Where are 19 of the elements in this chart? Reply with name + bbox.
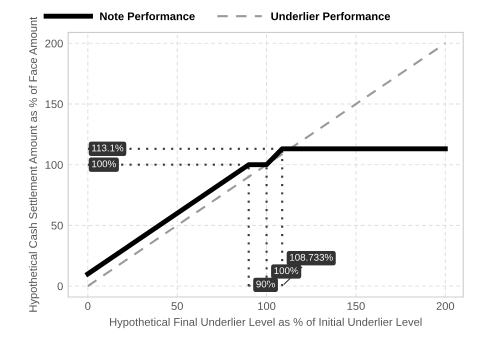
y-tick-label: 0	[58, 282, 63, 290]
ref-line-label: 100%	[92, 160, 116, 168]
y-tick-label: 100	[46, 160, 63, 169]
legend-label: Note Performance	[100, 12, 195, 20]
ref-line-label: 90%	[256, 280, 275, 288]
x-tick-label: 200	[436, 302, 454, 310]
legend-label: Underlier Performance	[271, 12, 390, 20]
ref-line-label: 113.1%	[92, 144, 124, 152]
x-axis-title: Hypothetical Final Underlier Level as % of Initial Underlier Level	[110, 318, 422, 328]
x-tick-label: 0	[85, 302, 90, 310]
y-tick-label: 150	[46, 100, 63, 108]
x-tick-label: 50	[171, 302, 183, 310]
x-tick-label: 100	[258, 302, 276, 310]
y-tick-label: 200	[45, 40, 63, 48]
ref-line-label: 108.733%	[290, 254, 333, 261]
y-tick-label: 50	[51, 222, 63, 230]
y-axis-title: Hypothetical Cash Settlement Amount as % of Face Amount	[28, 16, 40, 312]
ref-line-label: 100%	[274, 267, 298, 274]
x-tick-label: 150	[348, 302, 365, 310]
